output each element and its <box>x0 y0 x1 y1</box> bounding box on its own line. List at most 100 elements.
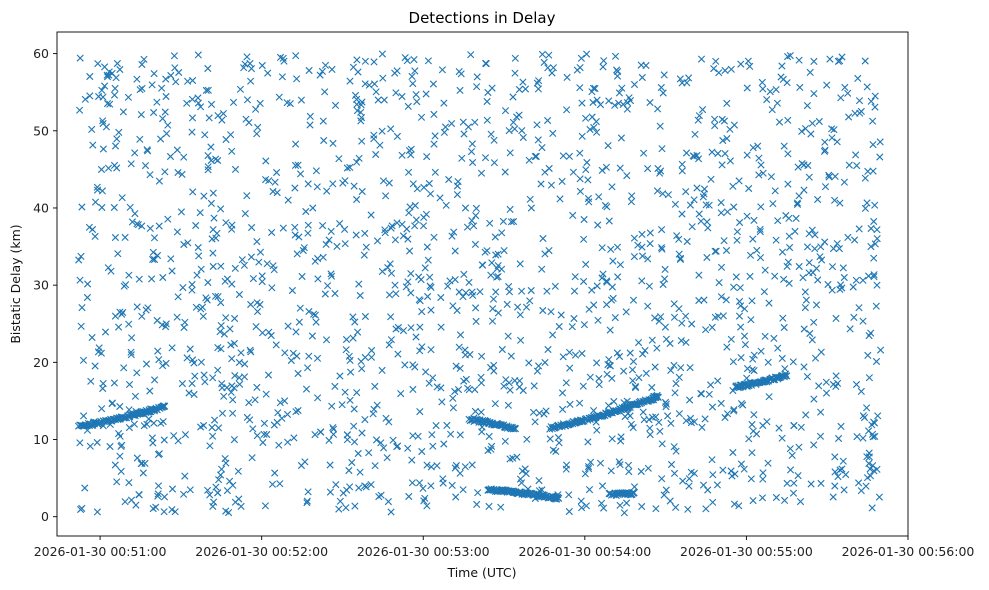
detection-point <box>476 288 484 296</box>
detection-point <box>864 167 872 175</box>
detection-point <box>343 164 351 172</box>
detection-point <box>509 118 517 126</box>
detection-point <box>676 254 685 262</box>
detection-point <box>154 490 162 498</box>
detection-point <box>419 222 428 230</box>
detection-point <box>778 248 787 256</box>
detection-point <box>329 425 338 433</box>
detection-point <box>77 252 85 260</box>
detection-point <box>763 96 771 104</box>
detection-point <box>325 436 333 444</box>
detection-point <box>448 120 456 128</box>
detection-point <box>392 325 400 333</box>
detection-point <box>289 349 297 357</box>
detection-point <box>748 297 756 305</box>
detection-point <box>571 351 580 359</box>
detection-point <box>198 303 207 311</box>
detection-point <box>473 83 481 91</box>
detection-point <box>746 62 754 70</box>
detection-point <box>94 348 102 356</box>
detection-point <box>539 234 547 243</box>
detection-point <box>111 233 119 242</box>
detection-point <box>654 105 662 113</box>
detection-point <box>146 171 154 179</box>
detection-point <box>76 439 84 447</box>
detection-point <box>472 304 480 312</box>
detection-point <box>672 380 680 388</box>
detection-point <box>437 293 445 302</box>
detection-point <box>646 424 654 432</box>
detection-point <box>585 305 593 313</box>
detection-point <box>831 196 839 204</box>
detection-point <box>247 65 256 73</box>
detection-point <box>410 56 418 64</box>
detection-point <box>355 154 363 162</box>
detection-point <box>405 147 413 155</box>
detection-point <box>274 409 282 417</box>
detection-point <box>655 317 663 325</box>
detection-point <box>593 96 601 104</box>
detection-point <box>634 241 642 249</box>
detection-point <box>116 65 124 74</box>
detection-point <box>81 95 89 103</box>
detection-point <box>555 322 563 331</box>
detection-point <box>358 137 366 145</box>
detection-point <box>822 378 830 386</box>
detection-point <box>197 423 205 431</box>
detection-point <box>609 257 617 265</box>
detection-point <box>200 371 208 379</box>
detection-point <box>556 195 564 203</box>
detection-point <box>667 419 675 427</box>
detection-point <box>807 480 815 488</box>
detection-point <box>148 275 156 283</box>
detection-point <box>703 218 711 226</box>
detection-point <box>867 97 875 105</box>
detection-point <box>642 369 650 377</box>
detection-point <box>241 210 249 218</box>
detection-point <box>404 278 412 286</box>
detection-point <box>128 334 136 342</box>
detection-point <box>215 424 223 432</box>
detection-point <box>502 376 510 384</box>
detection-point <box>500 382 508 390</box>
detection-point <box>141 162 150 170</box>
detection-point <box>747 475 755 483</box>
detection-point <box>624 461 633 469</box>
detection-point <box>549 446 557 454</box>
detection-point <box>405 492 413 501</box>
detection-point <box>737 60 745 68</box>
detection-point <box>708 148 716 156</box>
detection-point <box>133 303 141 311</box>
detection-point <box>162 323 170 331</box>
detection-point <box>119 308 127 317</box>
detection-point <box>772 236 780 244</box>
detection-point <box>271 469 279 477</box>
detection-point <box>865 272 873 280</box>
detection-point <box>450 228 458 236</box>
detection-point <box>867 224 875 233</box>
detection-point <box>709 471 717 479</box>
detection-point <box>593 359 601 367</box>
detection-point <box>746 272 754 280</box>
detection-point <box>188 280 196 289</box>
detection-point <box>713 481 721 489</box>
detection-point <box>161 402 169 410</box>
detection-point <box>281 397 289 405</box>
detection-point <box>209 226 217 234</box>
detection-point <box>608 435 616 443</box>
detection-point <box>562 379 570 387</box>
detection-point <box>774 217 782 225</box>
detection-point <box>686 414 695 422</box>
detection-point <box>188 286 196 294</box>
x-tick-label: 2026-01-30 00:55:00 <box>680 544 813 559</box>
detection-point <box>831 468 839 476</box>
detection-point <box>539 306 547 315</box>
detection-point <box>354 68 362 76</box>
detection-point <box>297 96 305 104</box>
detection-point <box>367 211 375 219</box>
detection-point <box>273 418 281 426</box>
detection-point <box>828 263 837 271</box>
detection-point <box>211 292 220 300</box>
detection-point <box>317 428 325 436</box>
detection-point <box>84 280 92 288</box>
